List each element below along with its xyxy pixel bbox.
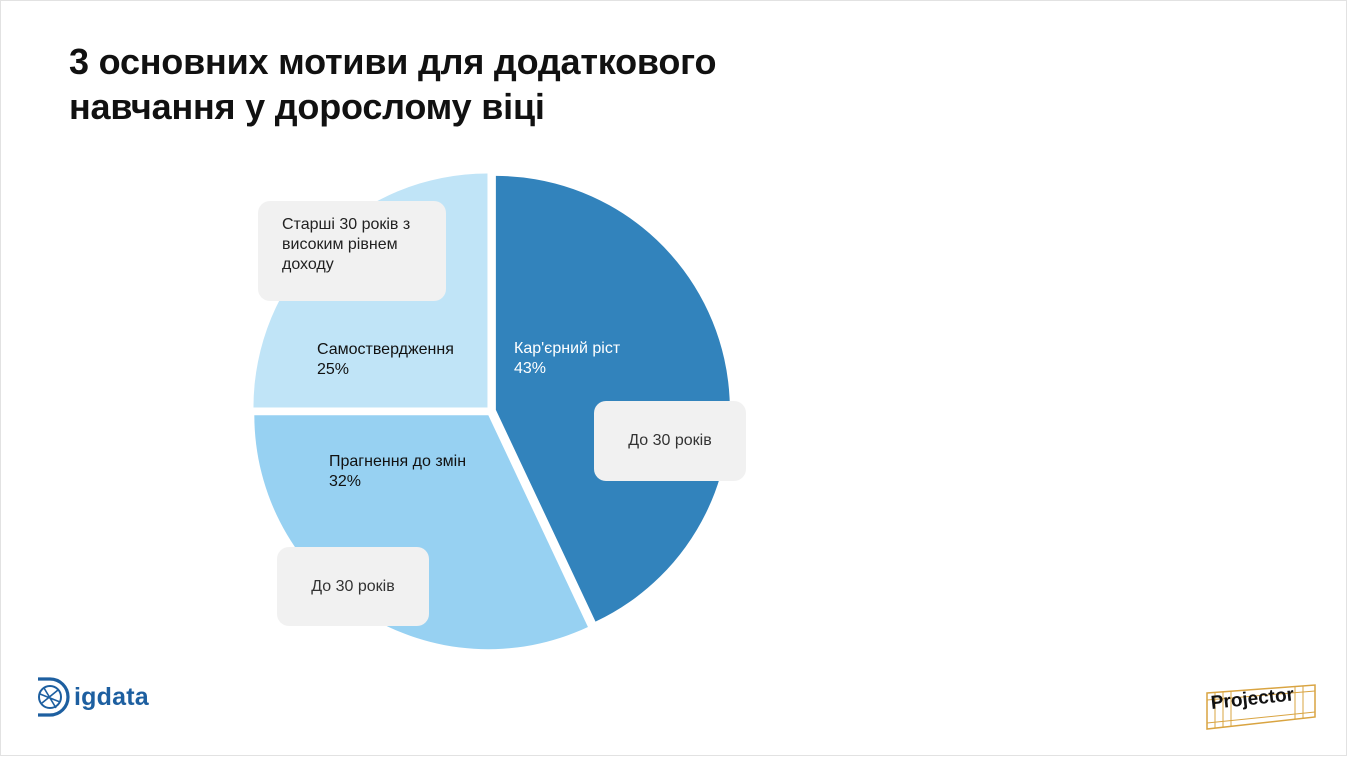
callout-under-30-career: До 30 років	[594, 401, 746, 481]
slice-percent: 32%	[329, 473, 362, 490]
projector-logo-frame	[1206, 684, 1316, 730]
slice-name: Кар'єрний ріст	[514, 340, 621, 357]
slice-label-career: Кар'єрний ріст 43%	[514, 339, 620, 379]
slice-percent: 43%	[514, 360, 547, 377]
slice-label-change: Прагнення до змін 32%	[329, 452, 466, 492]
igdata-logo-text: igdata	[74, 682, 149, 711]
igdata-logo-icon	[38, 677, 70, 717]
slice-percent: 25%	[317, 361, 350, 378]
projector-logo: Projector	[1205, 683, 1317, 731]
slice-label-self-affirmation: Самоствердження 25%	[317, 340, 454, 380]
igdata-logo: igdata	[34, 676, 149, 718]
slice-name: Прагнення до змін	[329, 453, 467, 470]
slice-name: Самоствердження	[317, 341, 454, 358]
pie-slice-career	[495, 175, 730, 622]
callout-under-30-change: До 30 років	[277, 547, 429, 626]
callout-older-high-income: Старші 30 років з високим рівнем доходу	[258, 201, 446, 301]
page-title: 3 основних мотиви для додаткового навчан…	[69, 41, 717, 127]
